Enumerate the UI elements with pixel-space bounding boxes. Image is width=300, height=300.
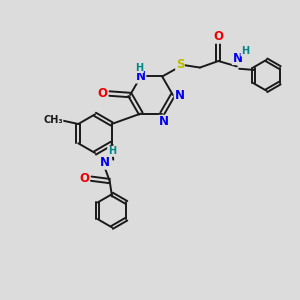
- Text: O: O: [80, 172, 89, 184]
- Text: N: N: [232, 52, 242, 64]
- Text: N: N: [136, 70, 146, 83]
- Text: N: N: [174, 88, 184, 101]
- Text: CH₃: CH₃: [43, 115, 63, 125]
- Text: N: N: [159, 116, 169, 128]
- Text: S: S: [176, 58, 184, 71]
- Text: N: N: [100, 156, 110, 169]
- Text: O: O: [213, 30, 224, 43]
- Text: H: H: [135, 63, 143, 73]
- Text: H: H: [241, 46, 249, 56]
- Text: H: H: [108, 146, 116, 156]
- Text: O: O: [98, 87, 108, 100]
